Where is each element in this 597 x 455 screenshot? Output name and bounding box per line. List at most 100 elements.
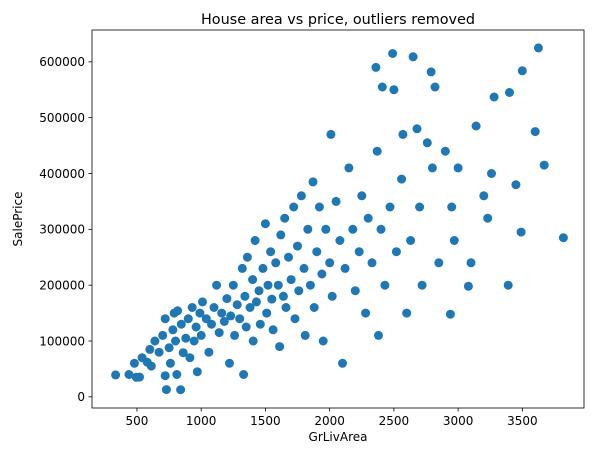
scatter-point	[344, 163, 354, 173]
scatter-point	[158, 330, 168, 340]
scatter-point	[146, 361, 156, 371]
scatter-point	[196, 330, 206, 340]
scatter-point	[160, 371, 170, 381]
scatter-point	[309, 303, 319, 312]
scatter-point	[160, 314, 170, 324]
scatter-point	[275, 342, 285, 352]
scatter-point	[300, 330, 310, 340]
scatter-point	[479, 191, 489, 201]
scatter-point	[434, 258, 444, 268]
x-tick-label: 3500	[507, 414, 538, 428]
scatter-point	[440, 146, 450, 156]
scatter-point	[422, 138, 432, 148]
scatter-point	[327, 291, 337, 301]
scatter-point	[290, 314, 300, 324]
scatter-point	[161, 385, 171, 395]
scatter-point	[237, 263, 247, 273]
scatter-point	[463, 281, 473, 291]
scatter-point	[453, 163, 463, 173]
scatter-point	[376, 224, 386, 234]
x-tick-label: 2500	[379, 414, 410, 428]
chart-title: House area vs price, outliers removed	[201, 12, 475, 28]
x-tick-label: 2000	[314, 414, 345, 428]
scatter-point	[289, 202, 299, 212]
scatter-point	[361, 308, 371, 318]
scatter-point	[317, 269, 327, 279]
scatter-point	[183, 314, 193, 324]
scatter-point	[154, 347, 164, 357]
scatter-point	[408, 52, 418, 62]
scatter-point	[242, 252, 252, 262]
y-tick-label: 300000	[39, 223, 85, 237]
y-tick-label: 500000	[39, 111, 85, 125]
scatter-point	[251, 297, 261, 307]
scatter-point	[198, 297, 207, 307]
scatter-point	[226, 311, 236, 321]
scatter-point	[239, 370, 249, 379]
scatter-point	[335, 236, 345, 245]
scatter-point	[135, 372, 144, 382]
scatter-point	[397, 174, 407, 184]
scatter-point	[308, 177, 318, 187]
scatter-point	[245, 303, 255, 312]
scatter-point	[303, 224, 313, 234]
scatter-point	[380, 280, 390, 290]
scatter-point	[209, 303, 219, 312]
scatter-point	[250, 236, 260, 245]
scatter-point	[150, 336, 160, 346]
scatter-point	[241, 322, 251, 332]
scatter-point	[430, 82, 440, 92]
scatter-point	[318, 336, 328, 346]
scatter-point	[312, 247, 322, 257]
scatter-point	[284, 252, 293, 262]
scatter-point	[235, 314, 245, 324]
scatter-point	[273, 280, 283, 290]
scatter-point	[402, 308, 412, 318]
scatter-point	[466, 258, 476, 268]
scatter-point	[129, 358, 139, 368]
scatter-point	[217, 308, 227, 318]
scatter-point	[321, 224, 331, 234]
scatter-point	[331, 196, 341, 206]
scatter-point	[294, 286, 304, 296]
scatter-point	[371, 62, 381, 72]
scatter-point	[357, 191, 367, 201]
scatter-point	[489, 92, 499, 102]
scatter-point	[192, 367, 202, 377]
y-tick-label: 100000	[39, 334, 85, 348]
scatter-point	[263, 280, 273, 290]
x-axis-ticks: 500 1000 1500 2000 2500 3000 3500	[126, 408, 538, 428]
scatter-point	[171, 336, 180, 346]
scatter-point	[388, 49, 398, 58]
scatter-point	[326, 129, 336, 139]
scatter-point	[181, 333, 191, 343]
plot-frame	[91, 29, 585, 409]
scatter-point	[445, 309, 455, 319]
scatter-point	[340, 263, 350, 273]
scatter-point	[293, 241, 302, 251]
scatter-point	[505, 88, 514, 97]
scatter-point	[417, 280, 427, 290]
scatter-point	[240, 291, 250, 301]
scatter-point	[350, 286, 360, 296]
scatter-point	[296, 191, 306, 201]
scatter-point	[406, 236, 416, 245]
scatter-point	[471, 121, 481, 131]
scatter-point	[299, 263, 309, 273]
scatter-point	[164, 343, 174, 353]
scatter-point	[248, 336, 258, 346]
scatter-point	[398, 129, 408, 139]
scatter-point	[389, 85, 399, 95]
scatter-point	[533, 43, 543, 53]
scatter-point	[168, 325, 178, 335]
scatter-point	[207, 319, 216, 329]
scatter-point	[348, 224, 358, 234]
y-tick-label: 600000	[39, 55, 85, 69]
scatter-point	[426, 67, 436, 77]
scatter-point	[165, 358, 175, 368]
scatter-point	[228, 280, 238, 290]
scatter-point	[214, 328, 224, 338]
scatter-point	[385, 202, 395, 212]
scatter-point	[558, 233, 568, 243]
scatter-point	[185, 353, 195, 363]
